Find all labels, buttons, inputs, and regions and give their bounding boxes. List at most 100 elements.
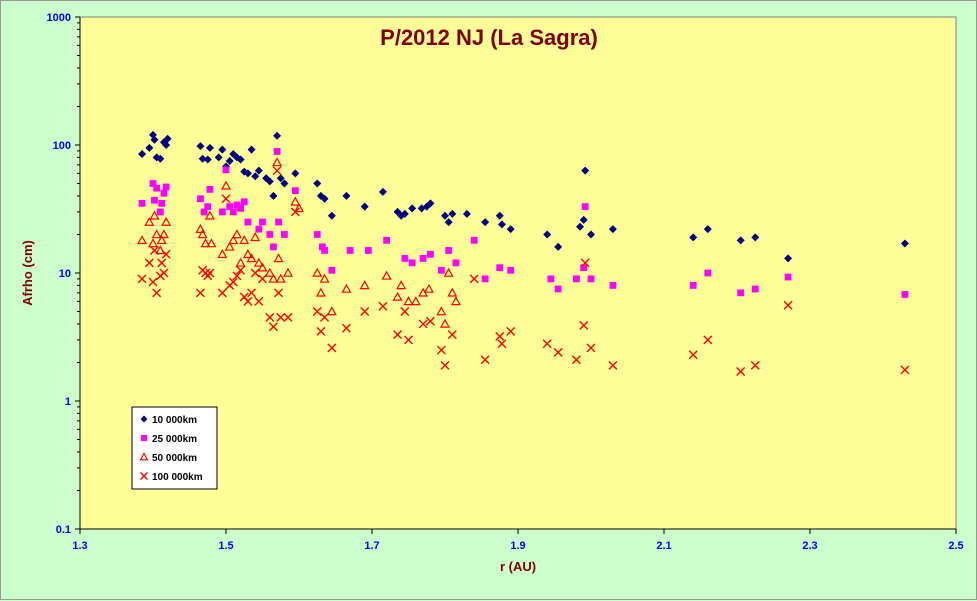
data-point <box>312 267 323 277</box>
data-point <box>341 283 352 293</box>
data-point <box>401 255 409 262</box>
data-point <box>436 345 446 355</box>
data-point <box>703 335 713 345</box>
data-point <box>145 143 154 152</box>
data-point <box>273 253 284 263</box>
data-point <box>378 301 388 311</box>
data-point <box>204 203 212 211</box>
data-point <box>318 243 326 251</box>
data-point <box>259 218 266 226</box>
x-tick-label: 1.5 <box>218 540 233 552</box>
data-point <box>581 203 589 211</box>
data-point <box>542 339 552 349</box>
data-point <box>419 255 427 262</box>
data-point <box>162 183 170 191</box>
data-point <box>144 258 154 268</box>
data-point <box>240 198 248 206</box>
data-point <box>138 199 146 207</box>
legend-marker <box>141 435 147 441</box>
legend-label: 50 000km <box>152 453 197 464</box>
data-point <box>291 187 299 195</box>
data-point <box>275 273 286 283</box>
data-point <box>237 204 244 212</box>
data-point <box>736 367 746 376</box>
data-point <box>221 194 231 204</box>
data-point <box>439 318 451 328</box>
data-point <box>138 150 147 159</box>
data-point <box>161 249 171 259</box>
x-tick-label: 1.7 <box>364 540 379 552</box>
chart-title: P/2012 NJ (La Sagra) <box>380 25 598 50</box>
data-point <box>784 254 793 263</box>
data-point <box>328 266 336 274</box>
data-point <box>327 211 336 220</box>
data-point <box>462 209 471 218</box>
data-point <box>495 331 505 341</box>
data-point <box>445 247 453 254</box>
data-point <box>156 208 164 216</box>
legend-marker <box>140 472 148 480</box>
data-point <box>253 257 264 267</box>
data-point <box>553 347 563 357</box>
data-point <box>608 225 617 234</box>
data-point <box>543 230 552 239</box>
data-point <box>156 154 165 163</box>
data-point <box>232 271 242 281</box>
data-point <box>233 201 241 209</box>
data-point <box>205 143 214 152</box>
data-point <box>364 247 372 254</box>
data-point <box>235 257 246 267</box>
data-point <box>273 131 282 140</box>
data-point <box>246 253 257 263</box>
data-point <box>265 177 274 186</box>
data-point <box>400 209 409 218</box>
data-point <box>162 141 171 149</box>
data-point <box>155 245 166 255</box>
data-point <box>195 288 205 298</box>
data-point <box>250 268 260 278</box>
data-point <box>161 216 172 226</box>
data-point <box>396 280 407 290</box>
data-point <box>342 191 351 200</box>
data-point <box>737 289 745 297</box>
data-point <box>137 235 148 245</box>
data-point <box>149 245 159 255</box>
data-point <box>196 142 205 151</box>
data-point <box>144 216 155 226</box>
x-tick-label: 2.5 <box>948 540 963 552</box>
data-point <box>688 350 698 360</box>
x-axis-label: r (AU) <box>500 559 536 574</box>
data-point <box>400 307 410 317</box>
x-tick-label: 2.3 <box>802 540 817 552</box>
data-point <box>280 179 289 188</box>
data-point <box>443 267 454 277</box>
data-point <box>321 247 328 254</box>
data-point <box>195 223 206 233</box>
data-point <box>251 172 260 181</box>
data-point <box>326 306 337 316</box>
data-point <box>404 335 413 345</box>
data-point <box>452 259 460 267</box>
data-point <box>450 296 461 306</box>
data-point <box>160 189 168 197</box>
data-point <box>247 288 257 298</box>
data-point <box>608 360 618 370</box>
data-point <box>507 266 515 274</box>
data-point <box>900 365 910 375</box>
data-point <box>751 285 759 293</box>
data-point <box>159 268 169 278</box>
data-point <box>290 207 300 217</box>
tick-labels: 1.3 1.5 1.7 1.9 2.1 2.3 2.5 0.1 1 10 100 1000 <box>47 12 964 552</box>
data-point <box>506 225 515 234</box>
data-point <box>609 282 617 289</box>
data-point <box>381 270 392 280</box>
data-point <box>341 323 351 333</box>
data-point <box>587 230 595 239</box>
data-point <box>469 274 479 284</box>
y-tick-label: 100 <box>53 140 71 152</box>
data-point <box>312 307 322 317</box>
data-point <box>554 285 562 293</box>
data-point <box>275 218 282 226</box>
data-point <box>222 166 230 174</box>
